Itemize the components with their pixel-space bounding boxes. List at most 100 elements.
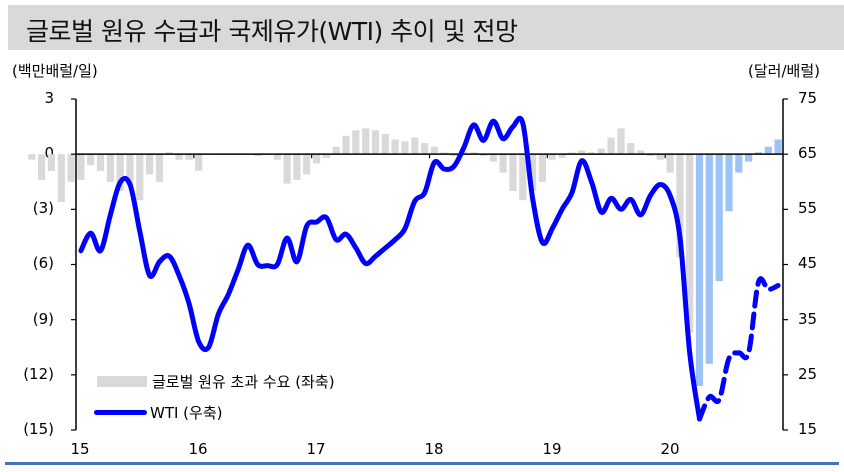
bar <box>77 154 85 180</box>
bar <box>774 139 782 155</box>
bar <box>146 154 154 175</box>
bar <box>568 152 576 155</box>
bar <box>637 150 645 155</box>
bar <box>450 154 458 156</box>
bar <box>195 154 203 171</box>
bar <box>607 137 615 155</box>
bar <box>185 154 193 160</box>
chart-title: 글로벌 원유 수급과 국제유가(WTI) 추이 및 전망 <box>26 17 518 46</box>
bar <box>362 128 370 155</box>
bar <box>391 139 399 155</box>
legend-item-wti: WTI (우축) <box>94 402 223 423</box>
right-tick: 55 <box>798 199 818 217</box>
bar <box>597 148 605 155</box>
bar <box>254 154 262 156</box>
wti-line-actual <box>78 115 702 422</box>
bar <box>764 146 772 155</box>
bar <box>28 154 36 160</box>
bar <box>106 154 114 182</box>
bar <box>725 154 733 212</box>
bar <box>489 154 497 162</box>
bar <box>401 141 409 155</box>
right-tick: 35 <box>798 310 818 328</box>
bar <box>352 130 360 155</box>
bar <box>430 146 438 155</box>
bar <box>273 154 281 160</box>
legend-line-swatch <box>94 410 147 415</box>
bar <box>627 143 635 155</box>
right-axis-unit: (달러/배럴) <box>748 62 820 80</box>
x-tick: 15 <box>70 440 90 458</box>
bar <box>617 128 625 155</box>
x-tick: 20 <box>660 440 680 458</box>
bar <box>381 133 389 155</box>
bar <box>126 154 134 186</box>
bar <box>313 154 321 164</box>
bar <box>499 154 507 173</box>
bar <box>509 154 517 191</box>
right-tick: 45 <box>798 254 818 272</box>
bar <box>745 154 753 162</box>
bar <box>96 154 105 171</box>
bar <box>538 154 546 182</box>
left-axis-unit: (백만배럴/일) <box>12 62 98 80</box>
bar <box>578 150 586 155</box>
left-tick: (12) <box>23 365 54 383</box>
bar <box>175 154 183 160</box>
wti-line-forecast <box>697 276 781 422</box>
bar <box>666 154 674 173</box>
left-tick: (15) <box>23 420 54 438</box>
bar <box>342 135 350 155</box>
bar <box>479 154 488 156</box>
right-tick: 15 <box>798 420 818 438</box>
bar <box>371 130 380 155</box>
bar <box>558 154 566 158</box>
left-tick: 0 <box>44 144 54 162</box>
left-tick: 3 <box>44 89 54 107</box>
bar <box>754 152 762 155</box>
bar <box>116 154 124 191</box>
left-tick: (3) <box>32 199 54 217</box>
bar <box>715 154 723 282</box>
title-bar: 글로벌 원유 수급과 국제유가(WTI) 추이 및 전망 <box>8 5 844 50</box>
bar <box>470 152 478 155</box>
bar <box>548 154 556 160</box>
bar <box>38 154 46 180</box>
bar <box>587 152 596 155</box>
bar <box>411 137 419 155</box>
bar <box>656 154 664 160</box>
bar <box>87 154 95 166</box>
right-tick: 75 <box>798 89 818 107</box>
bar <box>136 154 144 201</box>
bar <box>735 154 743 173</box>
bar <box>322 154 330 158</box>
x-tick: 17 <box>306 440 326 458</box>
legend-label: 글로벌 원유 초과 수요 (좌축) <box>152 373 335 391</box>
x-tick: 19 <box>542 440 562 458</box>
x-tick: 18 <box>424 440 444 458</box>
bar <box>332 146 340 155</box>
bar <box>155 154 164 182</box>
legend-item-excess-demand: 글로벌 원유 초과 수요 (좌축) <box>97 371 335 392</box>
bar <box>646 154 654 156</box>
bar <box>67 154 75 182</box>
bar <box>303 154 311 175</box>
legend-label: WTI (우축) <box>150 404 223 422</box>
bar <box>529 154 537 191</box>
bar <box>283 154 291 184</box>
bar <box>47 154 55 171</box>
bar <box>676 154 684 258</box>
left-tick: (9) <box>32 310 54 328</box>
excess-demand-bars <box>28 128 782 386</box>
bar <box>695 154 704 386</box>
wti-line <box>78 115 781 422</box>
bar <box>519 154 527 201</box>
bottom-rule <box>5 462 839 465</box>
right-tick: 65 <box>798 144 818 162</box>
bar <box>293 154 301 180</box>
right-tick: 25 <box>798 365 818 383</box>
bar <box>421 143 429 155</box>
bar <box>440 152 448 155</box>
bar <box>686 154 694 333</box>
